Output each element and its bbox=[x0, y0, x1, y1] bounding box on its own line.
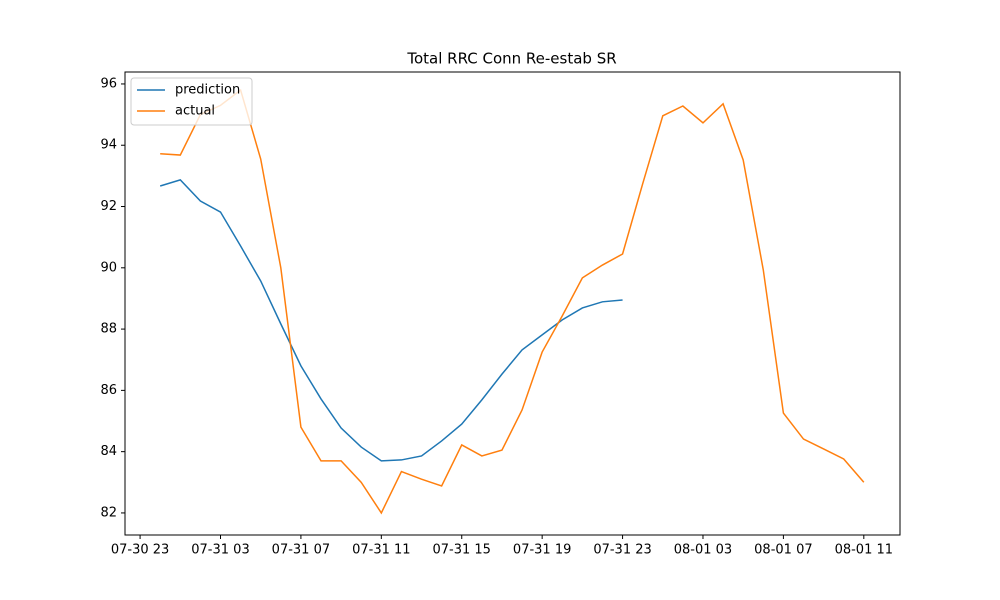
y-tick-label: 86 bbox=[100, 383, 117, 398]
x-tick-label: 08-01 07 bbox=[754, 543, 812, 558]
x-tick-label: 07-31 15 bbox=[433, 543, 491, 558]
x-tick-label: 07-31 11 bbox=[352, 543, 410, 558]
series-line bbox=[159, 179, 623, 462]
y-tick-label: 88 bbox=[100, 322, 117, 337]
y-tick-label: 90 bbox=[100, 260, 117, 275]
x-tick-label: 07-31 23 bbox=[593, 543, 651, 558]
plot-frame bbox=[124, 71, 901, 536]
y-tick-label: 82 bbox=[100, 505, 117, 520]
x-tick-label: 07-31 03 bbox=[191, 543, 249, 558]
series-line bbox=[160, 88, 865, 515]
y-tick-label: 94 bbox=[100, 138, 117, 153]
x-tick-label: 07-30 23 bbox=[111, 543, 169, 558]
legend-label: actual bbox=[175, 104, 215, 119]
y-tick-label: 84 bbox=[100, 444, 117, 459]
y-tick-label: 96 bbox=[100, 76, 117, 91]
legend-label: prediction bbox=[175, 83, 240, 98]
y-tick-label: 92 bbox=[100, 199, 117, 214]
x-tick-label: 07-31 07 bbox=[272, 543, 330, 558]
chart-title: Total RRC Conn Re-estab SR bbox=[406, 50, 616, 68]
x-tick-label: 07-31 19 bbox=[513, 543, 571, 558]
x-tick-label: 08-01 11 bbox=[835, 543, 893, 558]
x-tick-label: 08-01 03 bbox=[674, 543, 732, 558]
